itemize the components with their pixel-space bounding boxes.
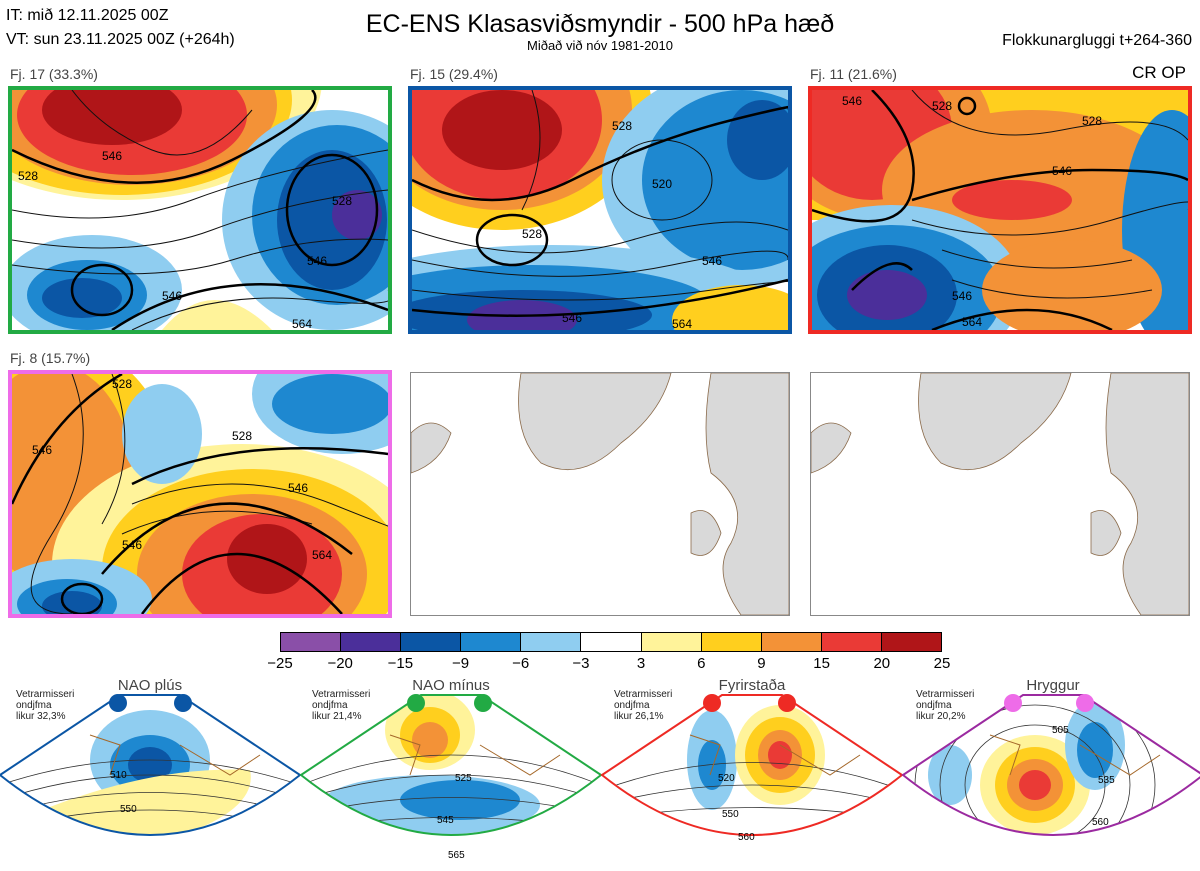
contour-label: 546 <box>288 481 308 495</box>
contour-label: 564 <box>672 317 692 330</box>
colorbar <box>280 632 942 652</box>
colorbar-ticks: −25 −20 −15 −9 −6 −3 3 6 9 15 20 25 <box>267 655 950 675</box>
regime-note: Vetrarmisseri ondjfma likur 32,3% <box>16 689 75 722</box>
colorbar-segment <box>281 633 342 651</box>
page-title: EC-ENS Klasasviðsmyndir - 500 hPa hæð <box>365 10 835 38</box>
regime-contour-label: 535 <box>1098 775 1115 786</box>
contour-label: 546 <box>162 289 182 303</box>
regime-title: NAO plús <box>117 677 183 694</box>
contour-label: 546 <box>562 311 582 325</box>
regime-contour-label: 550 <box>120 804 137 815</box>
contour-label: 528 <box>112 377 132 391</box>
contour-label: 546 <box>842 94 862 108</box>
colorbar-segment <box>521 633 582 651</box>
colorbar-segment <box>401 633 462 651</box>
regime-contour-label: 560 <box>1092 817 1109 828</box>
valid-time: VT: sun 23.11.2025 00Z (+264h) <box>6 31 235 48</box>
contour-label: 528 <box>232 429 252 443</box>
colorbar-segment <box>641 633 702 651</box>
colorbar-tick-label: −3 <box>572 655 590 672</box>
regime-title: Fyrirstaða <box>718 677 786 694</box>
contour-label: 528 <box>612 119 632 133</box>
cluster-4-label: Fj. 8 (15.7%) <box>10 350 91 366</box>
contour-label: 520 <box>652 177 672 191</box>
contour-label: 528 <box>1082 114 1102 128</box>
regime-note: Vetrarmisseri ondjfma likur 26,1% <box>614 689 673 722</box>
colorbar-tick-label: 9 <box>757 655 766 672</box>
contour-label: 564 <box>292 317 312 330</box>
regime-contour-label: 525 <box>455 773 472 784</box>
cluster-2-label: Fj. 15 (29.4%) <box>410 66 498 82</box>
contour-label: 546 <box>307 254 327 268</box>
regime-note: Vetrarmisseri ondjfma likur 20,2% <box>916 689 975 722</box>
cluster-window: Flokkunargluggi t+264-360 <box>1002 32 1192 49</box>
regime-contour-label: 545 <box>437 815 454 826</box>
contour-label: 528 <box>18 169 38 183</box>
colorbar-tick-label: 20 <box>873 655 891 672</box>
cr-op-label: CR OP <box>1132 63 1186 82</box>
regime-contour-label: 520 <box>718 773 735 784</box>
colorbar-tick-label: −15 <box>387 655 414 672</box>
regime-title: Hryggur <box>1026 677 1080 694</box>
contour-label: 546 <box>122 538 142 552</box>
contour-label: 546 <box>952 289 972 303</box>
colorbar-tick-label: 15 <box>813 655 830 672</box>
colorbar-tick-label: 25 <box>933 655 951 672</box>
contour-label: 528 <box>932 99 952 113</box>
contour-label: 528 <box>332 194 352 208</box>
regime-contour-label: 505 <box>1052 725 1069 736</box>
colorbar-segment <box>461 633 522 651</box>
cluster-1-map: 546 528 546 546 528 564 <box>8 86 392 334</box>
regime-note: Vetrarmisseri ondjfma likur 21,4% <box>312 689 371 722</box>
colorbar-segment <box>761 633 822 651</box>
regimes-row: NAO plús NAO mínus Fyrirstaða Hryggur Ve… <box>0 675 1200 871</box>
contour-label: 564 <box>962 315 982 329</box>
initial-time: IT: mið 12.11.2025 00Z <box>6 7 169 24</box>
colorbar-segment <box>821 633 882 651</box>
regime-contour-label: 560 <box>738 832 755 843</box>
contour-label: 546 <box>32 443 52 457</box>
colorbar-tick-label: 3 <box>636 655 646 672</box>
colorbar-tick-label: 6 <box>697 655 706 672</box>
colorbar-segment <box>581 633 642 651</box>
contour-label: 528 <box>522 227 542 241</box>
contour-label: 564 <box>312 548 332 562</box>
regime-contour-label: 510 <box>110 770 127 781</box>
regime-maps: 510 550 525 545 565 520 550 560 505 535 … <box>0 694 1200 861</box>
empty-map-1 <box>410 372 790 616</box>
colorbar-tick-label: −6 <box>512 655 530 672</box>
cluster-3-label: Fj. 11 (21.6%) <box>810 66 897 82</box>
regime-contour-label: 550 <box>722 809 739 820</box>
empty-map-2 <box>810 372 1190 616</box>
colorbar-tick-label: −9 <box>451 655 470 672</box>
colorbar-segment <box>701 633 762 651</box>
cluster-4-map: 528 546 528 546 546 564 <box>8 370 392 618</box>
page-subtitle: Miðað við nóv 1981-2010 <box>527 38 673 53</box>
colorbar-segment <box>881 633 942 651</box>
cluster-1-label: Fj. 17 (33.3%) <box>10 66 98 82</box>
colorbar-tick-label: −20 <box>327 655 353 672</box>
cluster-2-map: 528 520 528 546 546 564 <box>408 86 792 334</box>
contour-label: 546 <box>702 254 722 268</box>
contour-label: 546 <box>1052 164 1072 178</box>
regime-title: NAO mínus <box>412 677 490 694</box>
contour-label: 546 <box>102 149 122 163</box>
colorbar-segment <box>341 633 402 651</box>
regime-contour-label: 565 <box>448 850 465 861</box>
colorbar-tick-label: −25 <box>267 655 293 672</box>
cluster-3-map: 546 528 528 546 546 564 <box>808 86 1192 334</box>
